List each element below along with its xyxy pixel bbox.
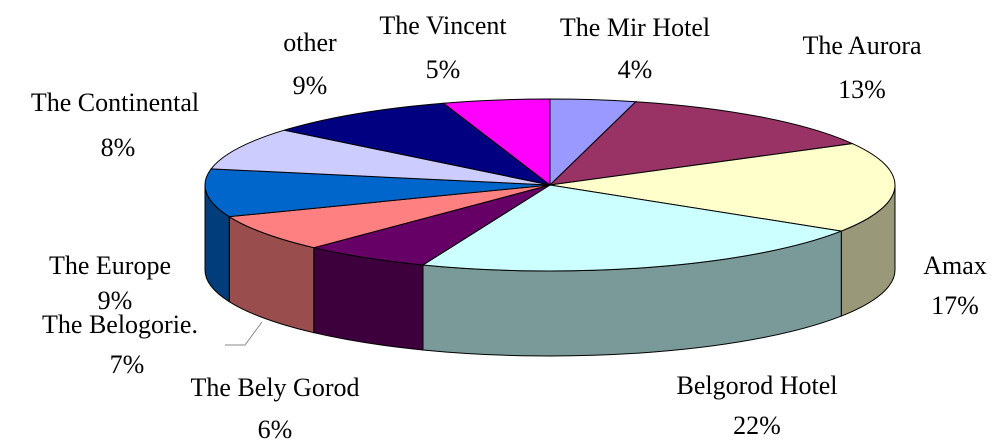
- value-label: 6%: [258, 415, 293, 443]
- slice-label: The Bely Gorod: [191, 373, 360, 402]
- slice: [227, 184, 551, 249]
- slice-label: Belgorod Hotel: [676, 371, 837, 400]
- slice-label: The Vincent: [379, 11, 507, 40]
- value-label: 8%: [101, 133, 136, 162]
- slice-label: The Continental: [31, 88, 199, 117]
- slice-label: Amax: [923, 251, 987, 280]
- value-label: 22%: [733, 411, 781, 440]
- value-label: 9%: [293, 71, 328, 100]
- value-label: 17%: [931, 291, 979, 320]
- slice: [284, 102, 551, 186]
- slice: [548, 101, 855, 186]
- slice: [442, 98, 551, 187]
- slice-label: The Aurora: [802, 31, 922, 60]
- value-label: 9%: [98, 286, 133, 315]
- value-label: 13%: [838, 75, 886, 104]
- slice: [549, 143, 896, 232]
- value-label: 4%: [618, 55, 653, 84]
- slice: [421, 184, 844, 272]
- slice: [204, 168, 551, 218]
- leader-line: [225, 321, 263, 346]
- value-label: 7%: [110, 350, 145, 379]
- slice-label: The Europe: [49, 251, 171, 280]
- slice-label: The Mir Hotel: [560, 13, 710, 42]
- slice-label: other: [283, 28, 337, 57]
- slice-label: The Belogorie.: [42, 310, 198, 339]
- slice: [313, 184, 551, 266]
- slice: [210, 129, 551, 186]
- value-label: 5%: [426, 55, 461, 84]
